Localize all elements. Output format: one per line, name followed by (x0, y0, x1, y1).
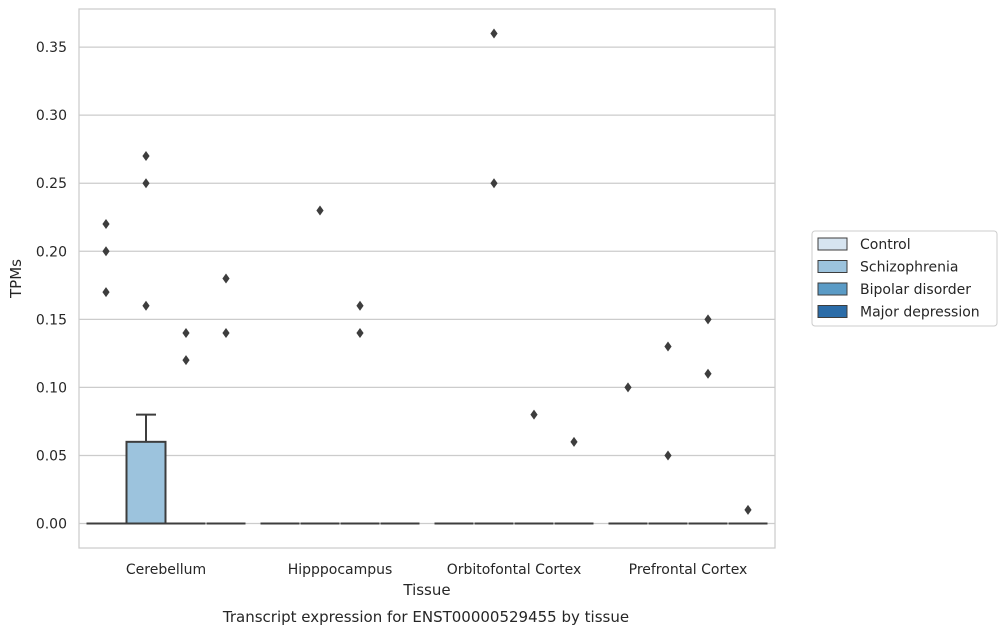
outlier-point (490, 178, 498, 189)
outlier-point (102, 287, 110, 298)
outlier-points (102, 28, 752, 515)
outlier-point (142, 151, 150, 161)
outlier-point (704, 314, 712, 325)
y-axis-ticks: 0.00 0.05 0.10 0.15 0.20 0.25 0.30 0.35 (36, 40, 67, 532)
outlier-point (102, 246, 110, 257)
outlier-point (624, 382, 632, 393)
outlier-point (222, 273, 230, 284)
legend-label: Schizophrenia (860, 260, 958, 276)
outlier-point (102, 219, 110, 230)
outlier-point (356, 327, 364, 338)
outlier-point (356, 300, 364, 311)
legend-swatch (817, 237, 848, 251)
outlier-point (182, 327, 190, 338)
outlier-point (530, 409, 538, 420)
outlier-point (570, 436, 578, 447)
outlier-point (182, 355, 190, 366)
gridlines (79, 46, 775, 525)
y-tick-label: 0.00 (36, 517, 67, 533)
y-tick-label: 0.20 (36, 244, 67, 260)
legend-label: Bipolar disorder (860, 282, 971, 298)
x-tick-label: Cerebellum (126, 562, 206, 578)
x-tick-label: Hipppocampus (288, 562, 393, 578)
outlier-point (490, 28, 498, 39)
y-tick-label: 0.25 (36, 176, 67, 192)
box-body (125, 440, 167, 525)
legend-swatch (817, 260, 848, 273)
legend-label: Control (860, 237, 911, 253)
box-series (86, 413, 768, 525)
y-tick-label: 0.10 (36, 380, 67, 396)
outlier-point (664, 450, 672, 461)
y-tick-label: 0.15 (36, 312, 67, 328)
box-schizophrenia (125, 413, 167, 525)
outlier-point (222, 327, 230, 338)
legend-label: Major depression (860, 305, 980, 321)
outlier-point (316, 205, 324, 216)
outlier-point (744, 504, 752, 515)
outlier-point (704, 368, 712, 379)
plot-area-frame (78, 8, 776, 549)
outlier-point (142, 300, 150, 311)
x-tick-label: Prefrontal Cortex (629, 562, 748, 578)
y-tick-label: 0.05 (36, 448, 67, 464)
legend-frame (811, 230, 998, 327)
legend-swatch (817, 305, 848, 318)
y-tick-label: 0.30 (36, 108, 67, 124)
x-axis-ticks: Cerebellum Hipppocampus Orbitofontal Corte… (126, 562, 747, 578)
legend: Control Schizophrenia Bipolar disorder Majo… (811, 230, 998, 327)
outlier-point (664, 341, 672, 352)
y-axis-label: TPMs (7, 259, 25, 299)
y-tick-label: 0.35 (36, 40, 67, 56)
legend-swatch (817, 282, 848, 296)
chart-caption: Transcript expression for ENST0000052945… (222, 608, 629, 626)
x-tick-label: Orbitofontal Cortex (447, 562, 582, 578)
x-axis-label: Tissue (402, 581, 450, 599)
outlier-point (142, 178, 150, 189)
